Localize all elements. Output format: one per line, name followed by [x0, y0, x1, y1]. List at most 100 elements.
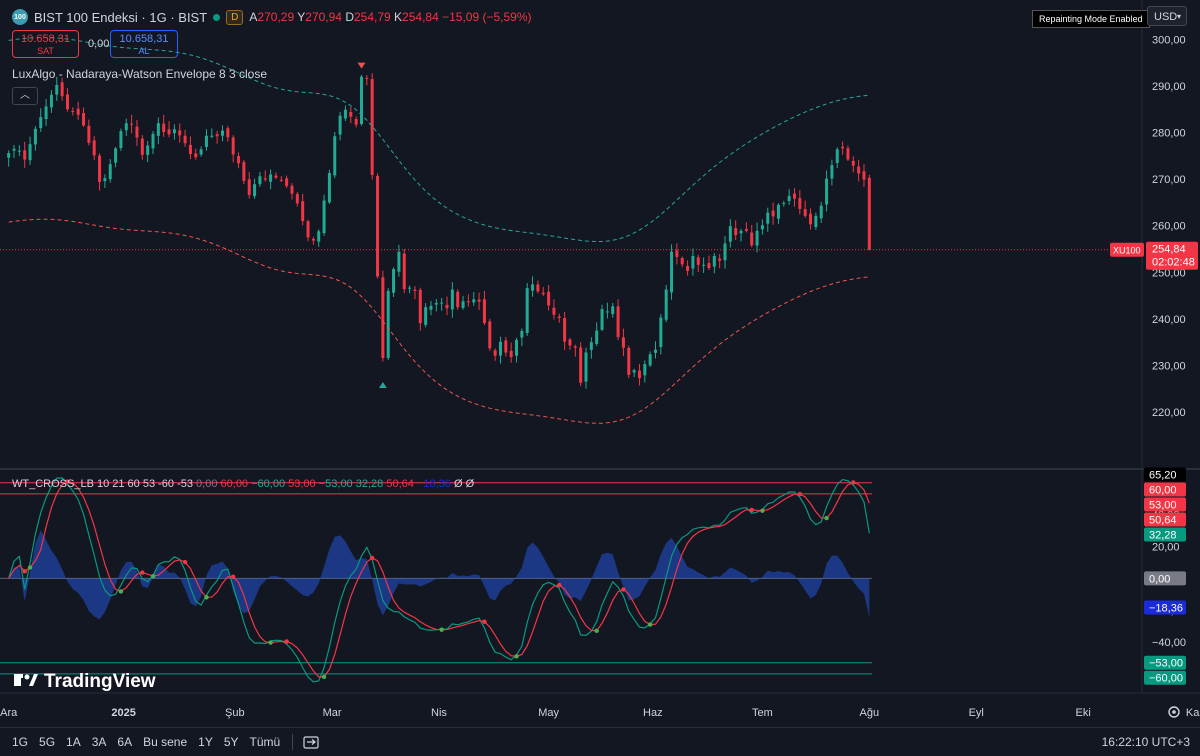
candle-body	[734, 228, 738, 236]
range-button-6a[interactable]: 6A	[117, 735, 133, 749]
wt-cross-dot	[140, 570, 145, 575]
wt2-line	[8, 480, 870, 678]
ohlc-key: D	[345, 10, 354, 24]
wt-legend-value: −18,36	[413, 478, 451, 490]
candle-body	[60, 82, 64, 97]
candle-body	[290, 185, 294, 194]
candle-body	[258, 176, 262, 185]
candle-body	[696, 257, 700, 265]
ohlc-key: Y	[297, 10, 306, 24]
candle-body	[835, 149, 839, 163]
candle-body	[237, 156, 241, 164]
repaint-mode-badge: Repainting Mode Enabled	[1032, 10, 1150, 28]
date-range-icon[interactable]	[303, 735, 319, 749]
wt-legend-value: 50,64	[383, 478, 414, 490]
candle-body	[253, 184, 257, 197]
wt-legend-value: −60,00	[248, 478, 286, 490]
candle-body	[370, 79, 374, 175]
candle-body	[568, 339, 572, 346]
collapse-indicators-button[interactable]: ︿	[12, 87, 38, 105]
range-button-1y[interactable]: 1Y	[198, 735, 213, 749]
candle-body	[830, 165, 834, 179]
candle-body	[654, 349, 657, 353]
wt-cross-dot	[647, 622, 653, 627]
wt-level-tag: −53,00	[1149, 658, 1183, 670]
indicator-envelope-title[interactable]: LuxAlgo - Nadaraya-Watson Envelope 8 3 c…	[12, 67, 268, 81]
time-tick-label: Mar	[323, 707, 342, 719]
candle-body	[408, 287, 412, 289]
buy-button[interactable]: 10.658,31 AL	[110, 30, 178, 58]
candle-body	[680, 258, 684, 265]
candle-body	[782, 202, 786, 204]
price-tick-label: 280,00	[1152, 128, 1186, 140]
range-button-3a[interactable]: 3A	[91, 735, 107, 749]
range-button-bu-sene[interactable]: Bu sene	[143, 735, 188, 749]
candle-body	[525, 288, 529, 333]
currency-select[interactable]: USD ▾	[1147, 6, 1187, 26]
candle-body	[846, 148, 850, 160]
indicator-wt-legend[interactable]: WT_CROSS_LB 10 21 60 53 -60 -53 0,00 60,…	[12, 478, 474, 490]
wt-cross-dot	[268, 640, 273, 645]
candle-body	[279, 179, 283, 181]
wt-cross-dot	[749, 507, 754, 513]
candle-body	[151, 133, 155, 149]
sell-label: SAT	[37, 46, 54, 56]
candle-body	[349, 111, 353, 117]
wt-cross-dot	[514, 654, 519, 659]
candle-body	[520, 331, 524, 338]
wt-level-tag-bg	[1144, 482, 1186, 497]
candle-body	[359, 76, 363, 125]
wt-level-tag: 53,00	[1149, 499, 1177, 511]
candle-body	[809, 213, 813, 225]
candle-body	[87, 125, 91, 143]
candle-body	[771, 210, 775, 217]
candle-body	[509, 350, 513, 358]
candle-body	[434, 303, 438, 305]
wt-tick-label: 20,00	[1152, 541, 1180, 553]
candle-body	[429, 305, 433, 310]
delay-badge[interactable]: D	[226, 9, 244, 25]
time-tick-label: Nis	[431, 707, 447, 719]
candle-body	[648, 354, 652, 366]
envelope-upper-band	[8, 36, 870, 243]
clock-timezone[interactable]: 16:22:10 UTC+3	[1101, 735, 1190, 749]
price-tick-label: 220,00	[1152, 407, 1186, 419]
time-tick-label: May	[538, 707, 559, 719]
candle-body	[226, 128, 230, 138]
wt-cross-dot	[482, 619, 487, 624]
candle-body	[162, 123, 166, 133]
time-tick-label: Haz	[643, 707, 663, 719]
range-button-1a[interactable]: 1A	[66, 735, 81, 749]
symbol-title[interactable]: BIST 100 Endeksi · 1G · BIST	[34, 9, 208, 25]
candle-body	[482, 299, 486, 324]
range-button-5g[interactable]: 5G	[39, 735, 56, 749]
candle-body	[130, 123, 134, 125]
range-button-tümü[interactable]: Tümü	[249, 735, 281, 749]
wt-level-tag: 60,00	[1149, 484, 1177, 496]
candle-body	[536, 284, 540, 292]
candle-body	[28, 144, 32, 161]
time-tick-label: Şub	[225, 707, 245, 719]
wt-cross-dot	[797, 491, 803, 497]
candle-body	[563, 317, 567, 342]
candle-body	[440, 302, 444, 304]
wt-cross-dot	[824, 515, 829, 521]
wt-cross-dot	[65, 479, 70, 484]
candle-body	[295, 194, 299, 204]
candle-body	[392, 269, 396, 293]
wt-histogram	[8, 530, 870, 620]
range-button-1g[interactable]: 1G	[12, 735, 29, 749]
range-button-5y[interactable]: 5Y	[223, 735, 239, 749]
wt-level-tag-bg	[1144, 600, 1186, 615]
candle-body	[108, 164, 112, 180]
gear-icon[interactable]	[1167, 705, 1181, 719]
price-tick-label: 250,00	[1152, 267, 1186, 279]
sell-button[interactable]: 10.658,31 SAT	[12, 30, 79, 58]
candle-body	[664, 289, 668, 320]
candle-body	[49, 94, 53, 108]
time-tick-label: 2025	[111, 707, 135, 719]
candle-body	[862, 171, 866, 180]
candle-body	[825, 178, 829, 205]
time-tick-label: Ağu	[860, 707, 880, 719]
